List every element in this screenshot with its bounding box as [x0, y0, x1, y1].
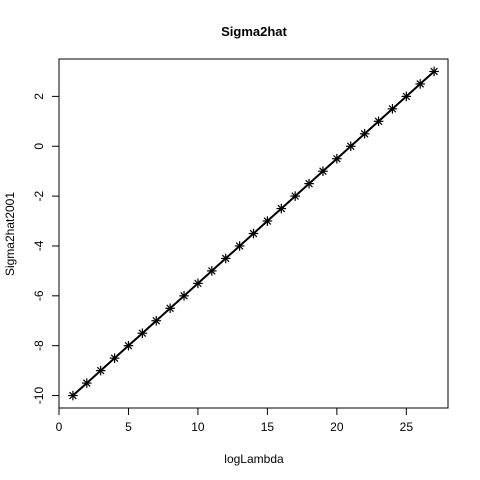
data-point [234, 241, 245, 251]
y-tick-label: -4 [32, 240, 46, 251]
data-point [193, 278, 203, 289]
data-point [359, 128, 370, 139]
y-tick-label: -6 [32, 290, 46, 301]
x-tick-label: 5 [125, 420, 132, 434]
data-point [207, 266, 217, 276]
data-point [137, 328, 148, 339]
markers-group [68, 66, 439, 401]
data-point [220, 253, 231, 264]
data-point [304, 178, 314, 189]
data-point [345, 141, 356, 152]
data-point [248, 228, 259, 239]
x-axis-label: logLambda [224, 452, 284, 466]
x-tick-label: 15 [261, 420, 275, 434]
data-point [318, 166, 328, 176]
data-point [415, 79, 426, 89]
data-point [290, 191, 300, 201]
y-tick-label: -2 [32, 190, 46, 201]
x-tick-label: 10 [191, 420, 205, 434]
x-axis: 0 5 10 15 20 25 [56, 408, 414, 434]
data-point [165, 303, 175, 314]
data-point [95, 365, 106, 376]
data-point [401, 91, 412, 102]
data-point [429, 66, 439, 77]
y-axis: -10 -8 -6 -4 -2 0 2 [32, 93, 59, 404]
x-tick-label: 25 [400, 420, 414, 434]
data-point [276, 203, 287, 214]
data-point [332, 153, 342, 164]
data-point [81, 378, 92, 388]
plot-frame [58, 58, 449, 409]
x-tick-label: 0 [56, 420, 63, 434]
data-point [151, 315, 162, 326]
y-tick-label: -10 [32, 387, 46, 405]
y-axis-label: Sigma2hat2001 [3, 192, 17, 276]
data-point [109, 353, 120, 363]
data-point [179, 291, 189, 301]
data-point [387, 104, 398, 114]
data-point [123, 340, 134, 351]
y-tick-label: -8 [32, 340, 46, 351]
y-tick-label: 0 [32, 143, 46, 150]
data-point [262, 216, 273, 226]
data-point [373, 116, 384, 127]
chart-title: Sigma2hat [221, 24, 287, 39]
data-point [68, 390, 78, 401]
x-tick-label: 20 [330, 420, 344, 434]
y-tick-label: 2 [32, 93, 46, 100]
